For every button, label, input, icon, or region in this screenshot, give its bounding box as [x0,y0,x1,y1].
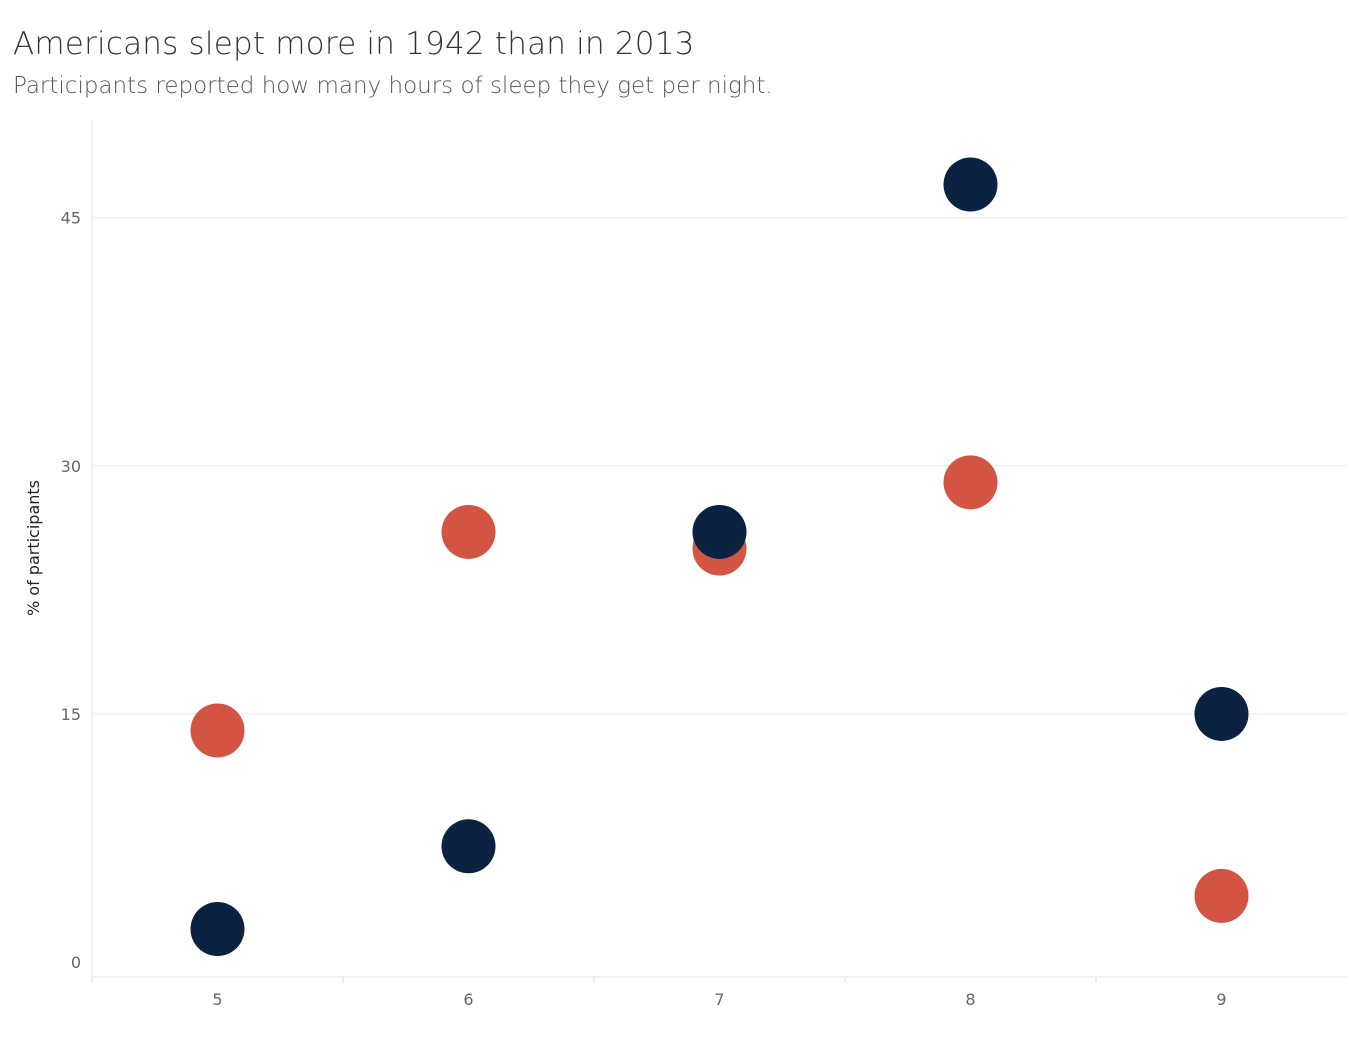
y-tick-label: 15 [61,705,81,724]
x-tick-label: 6 [463,990,473,1009]
x-tick-label: 7 [714,990,724,1009]
chart-subtitle: Participants reported how many hours of … [13,73,773,99]
y-tick-label: 30 [61,457,81,476]
data-points [190,157,1249,957]
axes: 0 15 30 45 5 6 7 8 9 [61,120,1347,1009]
data-point [692,504,747,559]
gridlines [92,217,1347,715]
data-point [190,703,245,758]
x-tick-label: 9 [1216,990,1226,1009]
data-point [943,455,998,510]
y-tick-label: 45 [61,209,81,228]
x-tick-label: 8 [965,990,975,1009]
chart-title: Americans slept more in 1942 than in 201… [13,26,695,62]
x-tick-label: 5 [212,990,222,1009]
data-point [943,157,998,212]
data-point [441,819,496,874]
data-point [441,504,496,559]
data-point [1194,868,1249,923]
y-axis-label: % of participants [24,480,43,616]
y-tick-label: 0 [71,953,81,972]
data-point [1194,686,1249,741]
data-point [190,902,245,957]
